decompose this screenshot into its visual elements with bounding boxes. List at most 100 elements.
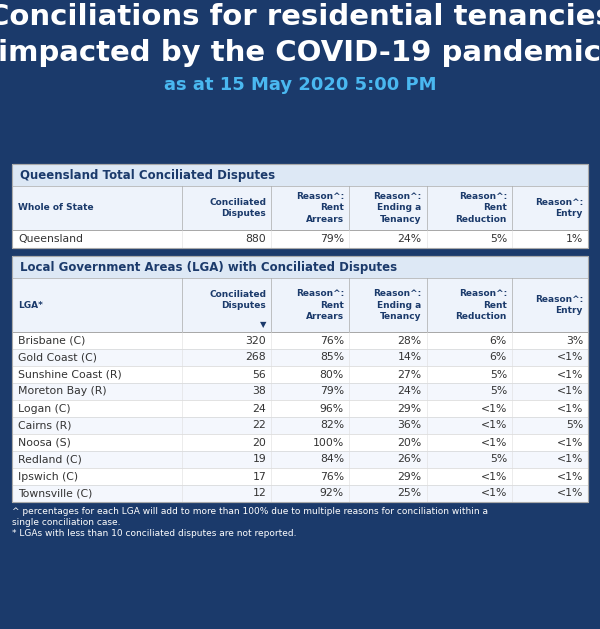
Text: Reason^:
Entry: Reason^: Entry <box>535 198 583 218</box>
Text: 6%: 6% <box>490 335 507 345</box>
Text: 5%: 5% <box>490 386 507 396</box>
Text: 22: 22 <box>253 421 266 430</box>
Text: 12: 12 <box>253 489 266 499</box>
Bar <box>12 164 588 248</box>
Text: Townsville (C): Townsville (C) <box>18 489 92 499</box>
Text: <1%: <1% <box>481 421 507 430</box>
Text: Reason^:
Entry: Reason^: Entry <box>535 295 583 315</box>
Text: 79%: 79% <box>320 386 344 396</box>
Text: Reason^:
Rent
Reduction: Reason^: Rent Reduction <box>455 192 507 224</box>
Text: Conciliated
Disputes: Conciliated Disputes <box>209 290 266 310</box>
Text: LGA*: LGA* <box>18 301 43 309</box>
Bar <box>12 332 588 349</box>
Text: <1%: <1% <box>481 438 507 447</box>
Text: <1%: <1% <box>557 438 583 447</box>
Text: Brisbane (C): Brisbane (C) <box>18 335 85 345</box>
Bar <box>12 400 588 417</box>
Text: Queensland Total Conciliated Disputes: Queensland Total Conciliated Disputes <box>20 169 275 182</box>
Text: 100%: 100% <box>313 438 344 447</box>
Text: Reason^:
Rent
Arrears: Reason^: Rent Arrears <box>296 289 344 321</box>
Text: 29%: 29% <box>398 472 422 482</box>
Bar <box>12 417 588 434</box>
Text: 36%: 36% <box>398 421 422 430</box>
Text: 1%: 1% <box>566 234 583 244</box>
Text: 76%: 76% <box>320 472 344 482</box>
Text: Ipswich (C): Ipswich (C) <box>18 472 78 482</box>
Text: 24%: 24% <box>398 386 422 396</box>
Bar <box>12 256 588 278</box>
Text: <1%: <1% <box>557 369 583 379</box>
Text: 27%: 27% <box>398 369 422 379</box>
Bar <box>12 256 588 502</box>
Text: ^ percentages for each LGA will add to more than 100% due to multiple reasons fo: ^ percentages for each LGA will add to m… <box>12 507 488 516</box>
Text: 92%: 92% <box>320 489 344 499</box>
Text: 84%: 84% <box>320 455 344 464</box>
Text: 79%: 79% <box>320 234 344 244</box>
Text: 880: 880 <box>245 234 266 244</box>
Text: 17: 17 <box>253 472 266 482</box>
Text: 5%: 5% <box>490 369 507 379</box>
Text: Moreton Bay (R): Moreton Bay (R) <box>18 386 107 396</box>
Text: 14%: 14% <box>398 352 422 362</box>
Text: <1%: <1% <box>557 403 583 413</box>
Bar <box>12 434 588 451</box>
Text: 19: 19 <box>253 455 266 464</box>
Text: Gold Coast (C): Gold Coast (C) <box>18 352 97 362</box>
Text: 268: 268 <box>245 352 266 362</box>
Text: 24: 24 <box>253 403 266 413</box>
Text: Conciliated
Disputes: Conciliated Disputes <box>209 198 266 218</box>
Text: 38: 38 <box>253 386 266 396</box>
Text: Sunshine Coast (R): Sunshine Coast (R) <box>18 369 122 379</box>
Text: single conciliation case.: single conciliation case. <box>12 518 121 527</box>
Bar <box>12 485 588 502</box>
Text: 96%: 96% <box>320 403 344 413</box>
Text: Reason^:
Rent
Reduction: Reason^: Rent Reduction <box>455 289 507 321</box>
Text: 3%: 3% <box>566 335 583 345</box>
Text: Reason^:
Ending a
Tenancy: Reason^: Ending a Tenancy <box>373 192 422 224</box>
Text: 20: 20 <box>253 438 266 447</box>
Text: 56: 56 <box>253 369 266 379</box>
Text: <1%: <1% <box>557 352 583 362</box>
Bar <box>12 468 588 485</box>
Text: 28%: 28% <box>398 335 422 345</box>
Text: 5%: 5% <box>490 234 507 244</box>
Text: <1%: <1% <box>557 472 583 482</box>
Text: 5%: 5% <box>490 455 507 464</box>
Bar <box>12 230 588 248</box>
Text: * LGAs with less than 10 conciliated disputes are not reported.: * LGAs with less than 10 conciliated dis… <box>12 529 296 538</box>
Text: <1%: <1% <box>481 403 507 413</box>
Text: Reason^:
Rent
Arrears: Reason^: Rent Arrears <box>296 192 344 224</box>
Text: 24%: 24% <box>398 234 422 244</box>
Text: Reason^:
Ending a
Tenancy: Reason^: Ending a Tenancy <box>373 289 422 321</box>
Text: Conciliations for residential tenancies: Conciliations for residential tenancies <box>0 3 600 31</box>
Text: 82%: 82% <box>320 421 344 430</box>
Bar <box>12 164 588 186</box>
Bar <box>12 349 588 366</box>
Bar <box>12 366 588 383</box>
Text: <1%: <1% <box>557 489 583 499</box>
Text: impacted by the COVID-19 pandemic: impacted by the COVID-19 pandemic <box>0 39 600 67</box>
Text: 6%: 6% <box>490 352 507 362</box>
Bar <box>12 256 588 502</box>
Text: Cairns (R): Cairns (R) <box>18 421 71 430</box>
Text: as at 15 May 2020 5:00 PM: as at 15 May 2020 5:00 PM <box>164 76 436 94</box>
Text: Local Government Areas (LGA) with Conciliated Disputes: Local Government Areas (LGA) with Concil… <box>20 260 397 274</box>
Text: 26%: 26% <box>398 455 422 464</box>
Bar <box>12 383 588 400</box>
Bar <box>12 186 588 230</box>
Bar <box>12 164 588 248</box>
Text: Redland (C): Redland (C) <box>18 455 82 464</box>
Text: <1%: <1% <box>481 489 507 499</box>
Text: 80%: 80% <box>320 369 344 379</box>
Text: 320: 320 <box>245 335 266 345</box>
Bar <box>12 278 588 332</box>
Text: <1%: <1% <box>557 455 583 464</box>
Text: Logan (C): Logan (C) <box>18 403 71 413</box>
Text: 76%: 76% <box>320 335 344 345</box>
Text: 25%: 25% <box>398 489 422 499</box>
Text: ▼: ▼ <box>260 321 266 330</box>
Text: <1%: <1% <box>481 472 507 482</box>
Text: Queensland: Queensland <box>18 234 83 244</box>
Text: 5%: 5% <box>566 421 583 430</box>
Bar <box>12 451 588 468</box>
